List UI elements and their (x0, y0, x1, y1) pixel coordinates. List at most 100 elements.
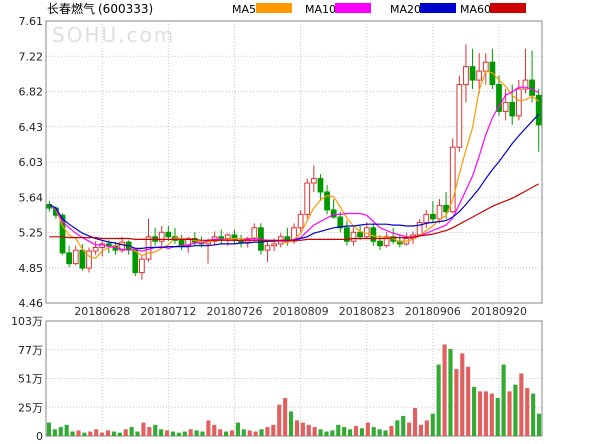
volume-bar (483, 391, 488, 436)
candle-body (218, 236, 225, 240)
volume-bar (76, 430, 81, 436)
volume-bar (235, 422, 240, 436)
date-tick-label: 20180809 (273, 305, 329, 318)
volume-bar (265, 427, 270, 436)
volume-bar (466, 366, 471, 436)
candle-body (337, 216, 344, 229)
candle-body (86, 250, 92, 269)
candle-body (317, 178, 324, 193)
candle-body (383, 236, 390, 247)
volume-bar (105, 430, 111, 436)
candle-body (416, 221, 423, 236)
legend-swatch (256, 3, 292, 13)
price-tick-label: 4.85 (19, 262, 44, 275)
candle-body (66, 252, 73, 265)
watermark-text: SOHU.com (52, 23, 175, 47)
volume-tick-label: 77万 (18, 344, 43, 357)
volume-bar (448, 348, 453, 436)
volume-bar (531, 393, 536, 436)
date-tick-label: 20180823 (339, 305, 395, 318)
volume-bar (224, 431, 229, 436)
date-tick-label: 20180906 (405, 305, 461, 318)
candle-body (476, 70, 483, 81)
price-tick-label: 5.25 (19, 227, 44, 240)
volume-bar (182, 431, 187, 436)
date-tick-label: 20180712 (140, 305, 196, 318)
volume-bar (283, 398, 288, 436)
volume-bar (348, 429, 353, 436)
candle-body (344, 227, 350, 242)
candle-body (119, 241, 125, 251)
candle-body (231, 234, 238, 241)
volume-bar (247, 430, 252, 436)
candle-body (429, 213, 436, 220)
volume-bar (159, 429, 164, 436)
volume-bar (259, 429, 264, 436)
volume-tick-label: 103万 (11, 315, 43, 328)
volume-bar (536, 413, 542, 436)
candle-body (370, 227, 377, 242)
price-tick-label: 6.03 (19, 156, 44, 169)
volume-layer (46, 344, 542, 436)
volume-bar (300, 422, 305, 436)
volume-bar (454, 369, 459, 436)
candle-body (185, 238, 192, 247)
candle-body (264, 245, 271, 251)
volume-bar (365, 422, 370, 436)
price-panel-frame (45, 20, 543, 304)
candle-body (509, 101, 516, 117)
candle-body (324, 191, 330, 211)
volume-bar (123, 429, 128, 436)
volume-bar (477, 391, 483, 436)
candle-body (502, 101, 509, 112)
volume-bar (271, 424, 276, 436)
volume-bar (82, 432, 87, 436)
volume-bar (229, 430, 235, 436)
volume-bar (407, 422, 412, 436)
candle-body (291, 227, 297, 242)
candle-body (535, 94, 542, 126)
price-tick-label: 6.43 (19, 121, 44, 134)
candle-body (304, 182, 311, 215)
legend-label: MA60 (460, 3, 491, 16)
volume-bar (170, 431, 176, 436)
candle-body (522, 79, 529, 90)
volume-bar (489, 393, 494, 436)
candle-body (456, 84, 463, 148)
volume-bar (52, 429, 57, 436)
volume-bar (70, 431, 75, 436)
candle-body (357, 231, 364, 238)
price-tick-label: 7.61 (19, 15, 44, 28)
candle-body (79, 249, 86, 269)
volume-bar (501, 364, 506, 436)
legend-label: MA20 (390, 3, 421, 16)
volume-bar (111, 431, 116, 436)
candle-body (515, 88, 522, 117)
volume-bar (513, 384, 518, 436)
volume-bar (507, 391, 512, 436)
volume-bar (377, 429, 382, 436)
volume-bar (94, 429, 99, 436)
candle-body (529, 79, 535, 96)
legend-swatch (490, 3, 526, 13)
candle-body (139, 258, 145, 274)
volume-tick-label: 25万 (18, 401, 43, 414)
candle-body (377, 240, 383, 247)
volume-bar (294, 420, 300, 436)
volume-bar (519, 373, 524, 436)
date-tick-label: 20180628 (74, 305, 130, 318)
volume-bar (212, 424, 217, 436)
candle-body (172, 236, 178, 241)
candle-body (271, 243, 278, 247)
candle-body (297, 213, 304, 229)
volume-bar (395, 420, 400, 436)
stock-code: (600333) (98, 2, 153, 16)
volume-bar (64, 424, 69, 436)
moving-averages-layer (48, 70, 540, 259)
ma60-line (49, 183, 539, 241)
candle-body (463, 66, 469, 86)
volume-bar (194, 430, 199, 436)
date-tick-label: 20180920 (471, 305, 527, 318)
candle-body (330, 209, 337, 218)
volume-bar (430, 413, 435, 436)
